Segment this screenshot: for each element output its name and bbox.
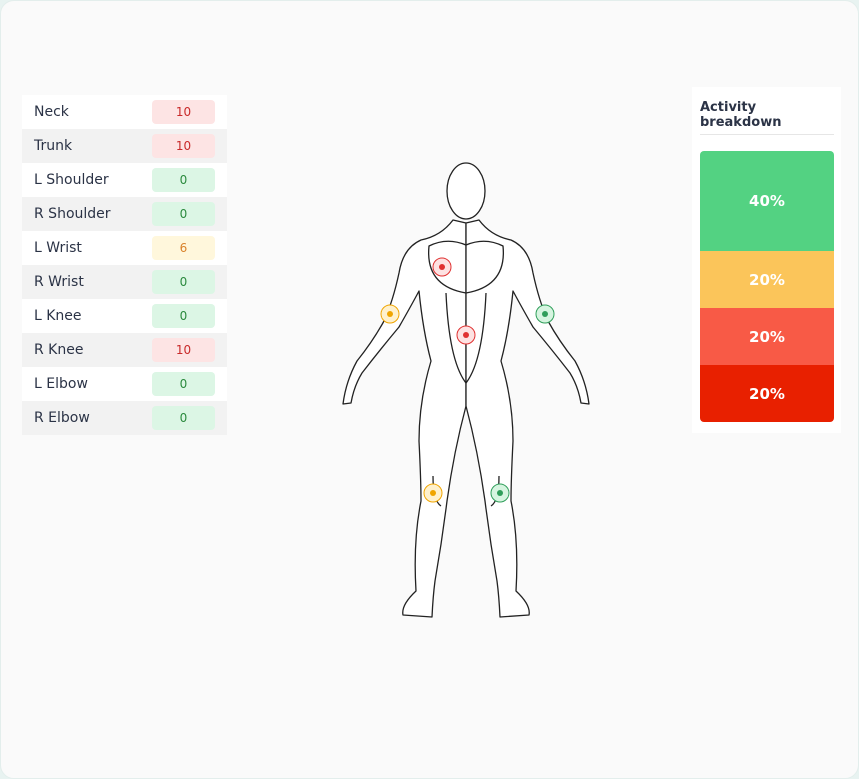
body-figure [342,162,590,618]
row-label: R Wrist [34,274,84,290]
row-label: R Elbow [34,410,90,426]
breakdown-segment: 20% [700,251,834,308]
breakdown-bar: 40% 20% 20% 20% [700,151,834,422]
score-row: R Elbow 0 [22,401,227,435]
score-badge: 0 [152,372,215,396]
score-badge: 0 [152,202,215,226]
breakdown-segment: 20% [700,365,834,422]
marker-red [432,257,452,277]
score-row: L Wrist 6 [22,231,227,265]
markers [380,257,555,503]
row-label: L Knee [34,308,82,324]
head [446,162,486,220]
panel-title: Activity breakdown [700,100,782,130]
score-badge: 10 [152,134,215,158]
body-outline [342,219,467,618]
activity-panel: Activity breakdown 40% 20% 20% 20% [692,87,841,433]
score-badge: 10 [152,100,215,124]
row-label: R Shoulder [34,206,111,222]
score-row: L Knee 0 [22,299,227,333]
breakdown-segment: 40% [700,151,834,251]
breakdown-segment: 20% [700,308,834,365]
row-label: Neck [34,104,69,120]
score-badge: 0 [152,270,215,294]
score-row: L Shoulder 0 [22,163,227,197]
score-row: R Shoulder 0 [22,197,227,231]
row-label: L Shoulder [34,172,109,188]
separator [700,134,834,135]
score-badge: 10 [152,338,215,362]
score-row: R Wrist 0 [22,265,227,299]
marker-yellow [380,304,400,324]
row-label: L Elbow [34,376,88,392]
marker-green [535,304,555,324]
marker-yellow [423,483,443,503]
row-label: Trunk [34,138,73,154]
score-row: Neck 10 [22,95,227,129]
score-row: Trunk 10 [22,129,227,163]
score-badge: 0 [152,406,215,430]
marker-green [490,483,510,503]
score-table: Neck 10 Trunk 10 L Shoulder 0 R Shoulder 0 L Wri… [22,95,227,435]
score-badge: 0 [152,304,215,328]
marker-red [456,325,476,345]
score-badge: 0 [152,168,215,192]
row-label: L Wrist [34,240,82,256]
score-row: L Elbow 0 [22,367,227,401]
row-label: R Knee [34,342,84,358]
score-badge: 6 [152,236,215,260]
score-row: R Knee 10 [22,333,227,367]
